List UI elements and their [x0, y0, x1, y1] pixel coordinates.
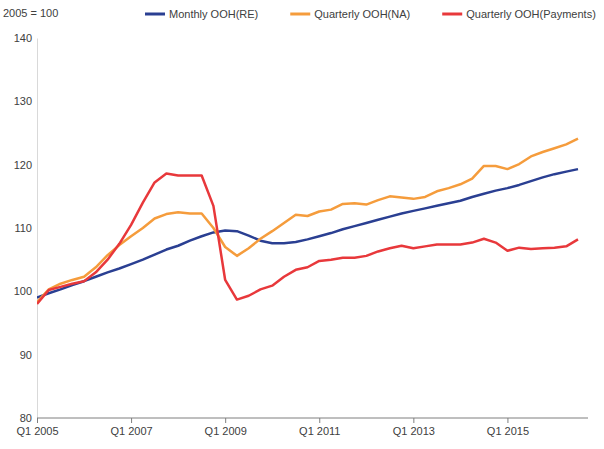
legend-item: Quarterly OOH(NA) — [290, 8, 410, 20]
series-line — [37, 174, 578, 304]
x-tick-label: Q1 2007 — [110, 425, 152, 437]
y-axis: 80 90 100 110 120 130 140 — [14, 32, 38, 424]
y-tick: 100 — [14, 285, 37, 297]
x-tick-label: Q1 2013 — [393, 425, 435, 437]
plot-area — [37, 139, 578, 304]
x-tick-mark — [131, 418, 132, 423]
x-tick: Q1 2005 — [16, 418, 58, 437]
y-tick: 110 — [14, 222, 37, 234]
x-tick: Q1 2015 — [487, 418, 529, 437]
chart: 80 90 100 110 120 130 140 Q1 2005 Q1 2007 Q1 2009… — [0, 0, 604, 449]
x-tick-label: Q1 2011 — [299, 425, 340, 437]
legend-label: Quarterly OOH(NA) — [314, 8, 410, 20]
x-tick-mark — [507, 418, 508, 423]
x-tick: Q1 2007 — [110, 418, 152, 437]
y-tick: 140 — [14, 32, 37, 44]
series-line — [37, 169, 578, 298]
series-line — [37, 139, 578, 302]
y-tick-label: 80 — [20, 412, 32, 424]
y-tick-label: 140 — [14, 32, 32, 44]
legend-label: Monthly OOH(RE) — [169, 8, 258, 20]
x-axis: Q1 2005 Q1 2007 Q1 2009 Q1 2011 Q1 2013 Q1 20… — [16, 418, 588, 437]
x-axis-line — [37, 418, 588, 419]
x-tick-mark — [225, 418, 226, 423]
legend-label: Quarterly OOH(Payments) — [466, 8, 596, 20]
y-tick: 80 — [20, 412, 37, 424]
legend-swatch — [442, 13, 462, 16]
y-axis-line — [37, 39, 38, 419]
x-tick-mark — [319, 418, 320, 423]
legend-item: Quarterly OOH(Payments) — [442, 8, 596, 20]
x-tick-label: Q1 2009 — [205, 425, 247, 437]
x-tick-label: Q1 2015 — [487, 425, 529, 437]
x-tick-label: Q1 2005 — [16, 425, 58, 437]
y-tick: 120 — [14, 159, 37, 171]
x-tick: Q1 2011 — [299, 418, 340, 437]
x-tick: Q1 2009 — [205, 418, 247, 437]
y-tick-label: 120 — [14, 159, 32, 171]
y-tick: 130 — [14, 95, 37, 107]
y-label: 2005 = 100 — [3, 7, 58, 19]
y-tick: 90 — [20, 349, 37, 361]
legend: Monthly OOH(RE) Quarterly OOH(NA) Quarterl… — [145, 8, 596, 20]
y-tick-label: 110 — [14, 222, 32, 234]
x-tick-mark — [413, 418, 414, 423]
legend-swatch — [145, 13, 165, 16]
y-tick-label: 130 — [14, 95, 32, 107]
x-tick: Q1 2013 — [393, 418, 435, 437]
x-tick-mark — [37, 418, 38, 423]
y-tick-label: 100 — [14, 285, 32, 297]
legend-item: Monthly OOH(RE) — [145, 8, 258, 20]
legend-swatch — [290, 13, 310, 16]
y-tick-label: 90 — [20, 349, 32, 361]
